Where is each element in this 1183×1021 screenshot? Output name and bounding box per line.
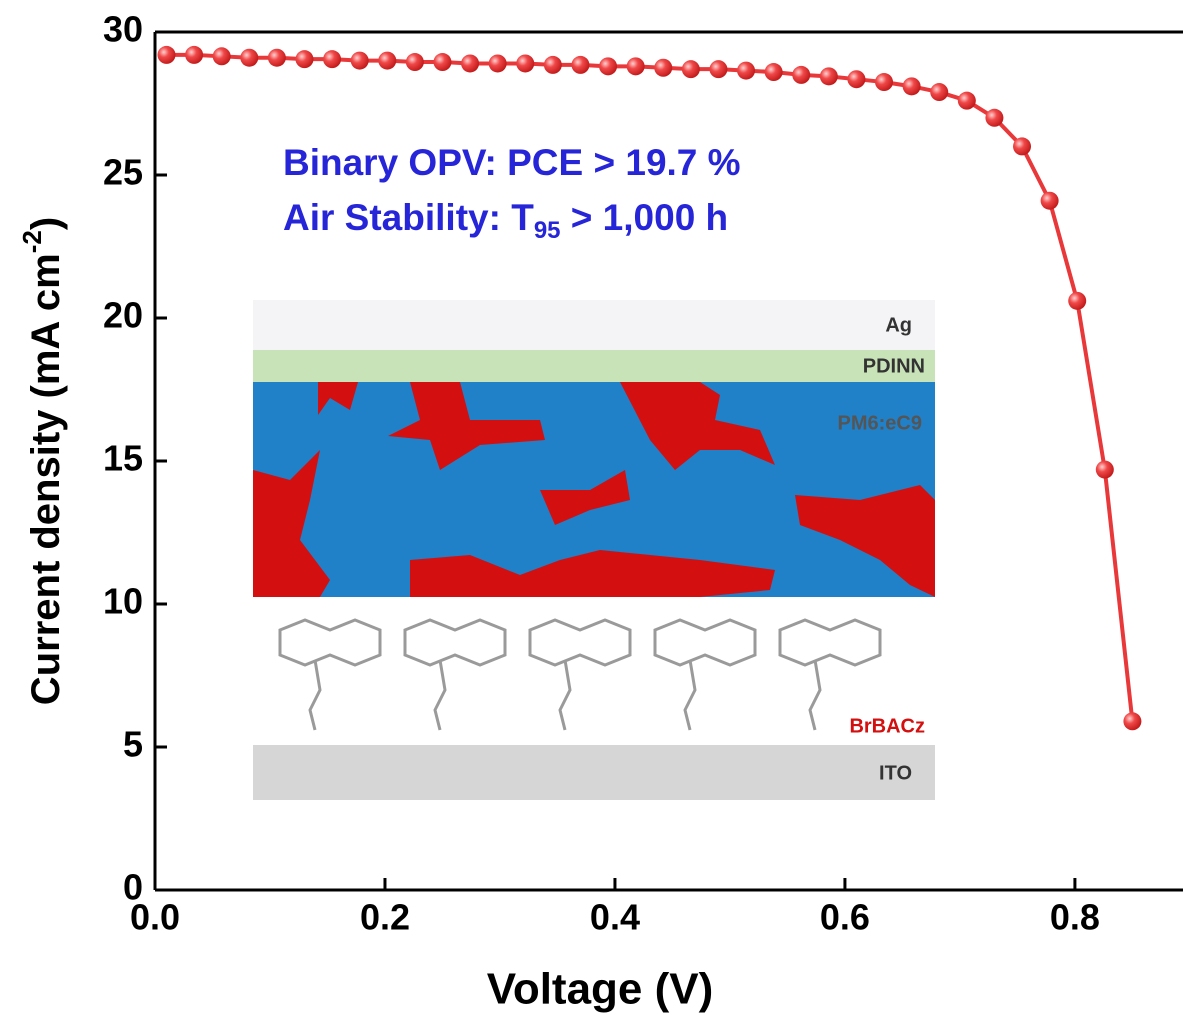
- data-point: [157, 45, 176, 64]
- y-axis-title-text: Current density (mA cm: [24, 253, 68, 705]
- data-point: [599, 57, 618, 76]
- data-point: [792, 65, 811, 84]
- data-point: [902, 77, 921, 96]
- data-point: [819, 67, 838, 86]
- layer-label: PDINN: [863, 355, 925, 377]
- y-tick-label: 30: [103, 9, 143, 50]
- data-point: [985, 108, 1004, 127]
- data-point: [571, 55, 590, 74]
- data-point: [930, 83, 949, 102]
- data-point: [847, 70, 866, 89]
- data-point: [1013, 137, 1032, 156]
- data-point: [543, 55, 562, 74]
- data-point: [350, 51, 369, 70]
- y-tick-label: 0: [123, 867, 143, 908]
- x-axis-title: Voltage (V): [487, 965, 714, 1014]
- data-point: [212, 47, 231, 66]
- data-point: [488, 54, 507, 73]
- data-point: [405, 53, 424, 72]
- pdinn-layer: [253, 350, 935, 382]
- y-axis-title-text: ): [24, 217, 68, 230]
- annotation-subscript: 95: [534, 217, 561, 244]
- data-point: [378, 51, 397, 70]
- annotation: Air Stability: T95 > 1,000 h: [283, 197, 728, 245]
- data-point: [433, 53, 452, 72]
- data-point: [626, 57, 645, 76]
- y-tick-label: 15: [103, 438, 143, 479]
- ito-layer: [253, 745, 935, 800]
- data-point: [461, 54, 480, 73]
- data-point: [737, 61, 756, 80]
- data-point: [295, 50, 314, 69]
- y-tick-label: 25: [103, 152, 143, 193]
- y-tick-label: 5: [123, 724, 143, 765]
- data-point: [1095, 460, 1114, 479]
- annotation-text: Air Stability: T: [283, 197, 534, 238]
- data-point: [240, 48, 259, 67]
- y-tick-label: 20: [103, 295, 143, 336]
- data-point: [1068, 291, 1087, 310]
- layer-label: PM6:eC9: [838, 412, 922, 434]
- data-point: [267, 48, 286, 67]
- data-point: [709, 60, 728, 79]
- device-inset: Ag PDINN PM6:eC9 BrBACz ITO: [253, 300, 935, 800]
- annotation-text: > 1,000 h: [561, 197, 729, 238]
- y-tick-label: 10: [103, 581, 143, 622]
- data-point: [681, 60, 700, 79]
- annotation-text: Binary OPV: PCE > 19.7 %: [283, 142, 741, 183]
- x-tick-label: 0.4: [590, 897, 640, 938]
- data-point: [654, 58, 673, 77]
- x-tick-label: 0.0: [130, 897, 180, 938]
- acceptor-domains: [253, 382, 935, 597]
- x-tick-label: 0.2: [360, 897, 410, 938]
- layer-label: Ag: [885, 314, 912, 336]
- annotation: Binary OPV: PCE > 19.7 %: [283, 142, 741, 183]
- molecules: [278, 618, 882, 731]
- layer-label: ITO: [879, 762, 912, 784]
- data-point: [1040, 191, 1059, 210]
- data-point: [185, 45, 204, 64]
- x-tick-label: 0.8: [1050, 897, 1100, 938]
- layer-label: BrBACz: [849, 715, 925, 737]
- data-point: [323, 50, 342, 69]
- data-point: [1123, 712, 1142, 731]
- data-point: [875, 73, 894, 92]
- sam-layer: [253, 597, 935, 745]
- data-point: [764, 63, 783, 82]
- x-tick-label: 0.6: [820, 897, 870, 938]
- y-axis-title: Current density (mA cm-2): [17, 217, 68, 705]
- data-point: [516, 54, 535, 73]
- ag-layer: [253, 300, 935, 350]
- data-point: [957, 91, 976, 110]
- y-axis-title-sup: -2: [17, 230, 47, 253]
